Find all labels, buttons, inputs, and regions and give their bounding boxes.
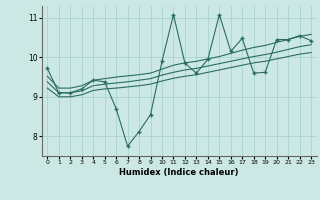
X-axis label: Humidex (Indice chaleur): Humidex (Indice chaleur) xyxy=(119,168,239,177)
